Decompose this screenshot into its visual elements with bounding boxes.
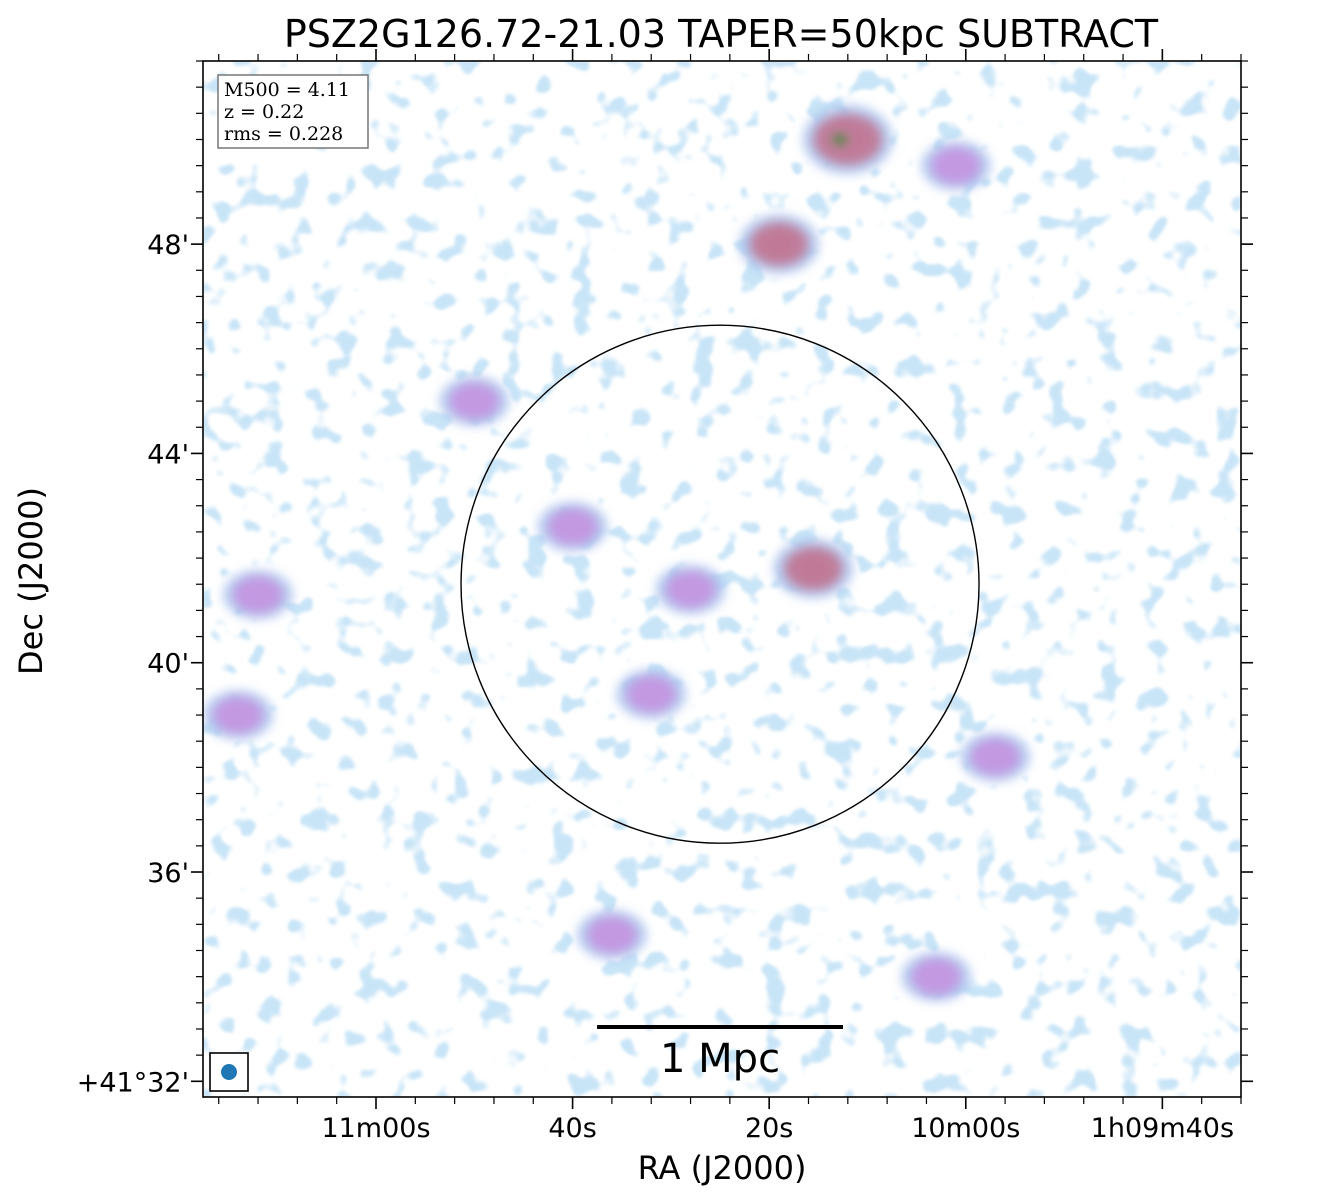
- info-box: M500 = 4.11 z = 0.22 rms = 0.228: [217, 74, 369, 149]
- emission-source: [773, 538, 854, 599]
- x-tick-label: 11m00s: [321, 1113, 430, 1144]
- emission-source: [920, 140, 991, 191]
- radio-image: [203, 61, 1241, 1097]
- y-axis-label: Dec (J2000): [12, 487, 50, 675]
- source-core: [626, 675, 677, 713]
- source-core: [970, 738, 1021, 776]
- y-tick-label: 36': [147, 858, 189, 889]
- tick-labels: 48' 44' 40' 36' +41°32' 11m00s 40s 20s 10m00s 1h0…: [77, 230, 1234, 1144]
- source-peak: [762, 230, 796, 258]
- y-tick-label: +41°32': [77, 1067, 189, 1098]
- emission-source: [439, 376, 510, 427]
- y-tick-label: 40': [147, 649, 189, 680]
- x-tick-label: 1h09m40s: [1091, 1113, 1234, 1144]
- y-tick-label: 48': [147, 230, 189, 261]
- source-core: [665, 570, 716, 609]
- source-peak: [796, 555, 830, 583]
- emission-sources: [203, 104, 1031, 1002]
- r500-circle: [460, 324, 980, 844]
- emission-source: [537, 501, 608, 552]
- axis-ticks: [191, 49, 1253, 1109]
- y-tick-label: 44': [147, 439, 189, 470]
- x-tick-label: 40s: [548, 1113, 596, 1144]
- x-tick-label: 20s: [745, 1113, 793, 1144]
- source-core: [213, 696, 264, 734]
- info-rms: rms = 0.228: [224, 123, 343, 145]
- x-tick-label: 10m00s: [911, 1113, 1020, 1144]
- scale-bar: 1 Mpc: [597, 1025, 843, 1082]
- beam-indicator: [209, 1052, 249, 1092]
- source-core: [449, 382, 500, 420]
- emission-source: [655, 564, 726, 615]
- emission-source: [960, 731, 1031, 782]
- source-core: [930, 146, 981, 185]
- source-core: [911, 957, 962, 996]
- plot-frame: [202, 60, 1242, 1098]
- emission-source: [576, 909, 647, 960]
- info-mass: M500 = 4.11: [224, 79, 350, 101]
- emission-source: [739, 214, 820, 275]
- info-redshift: z = 0.22: [224, 101, 304, 123]
- scale-bar-label: 1 Mpc: [660, 1036, 780, 1082]
- emission-source: [802, 104, 893, 175]
- chart-title: PSZ2G126.72-21.03 TAPER=50kpc SUBTRACT: [284, 12, 1159, 56]
- emission-source: [901, 951, 972, 1002]
- source-max: [831, 133, 848, 146]
- emission-source: [616, 669, 687, 720]
- x-axis-label: RA (J2000): [638, 1149, 807, 1187]
- source-core: [586, 916, 637, 954]
- source-core: [547, 507, 598, 546]
- source-core: [233, 575, 284, 614]
- emission-source: [203, 690, 274, 741]
- emission-source: [223, 569, 294, 620]
- beam-ellipse: [221, 1064, 237, 1080]
